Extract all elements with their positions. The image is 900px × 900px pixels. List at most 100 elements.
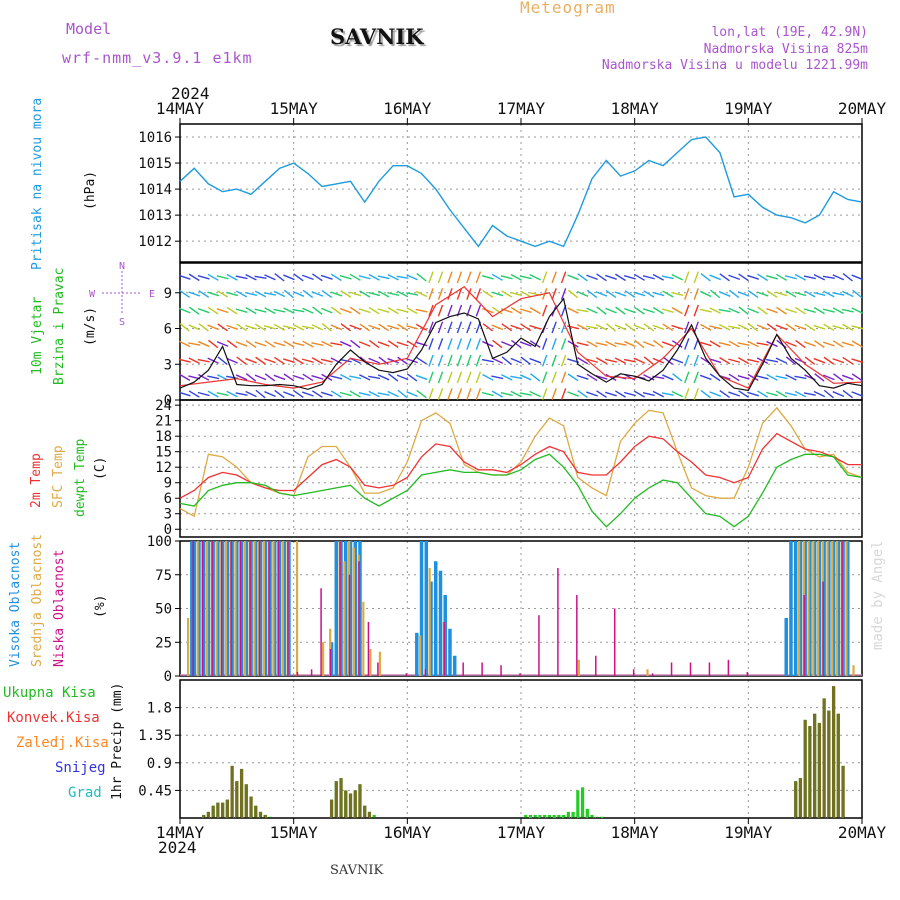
high-cloud-bar xyxy=(434,561,438,676)
wind-barb xyxy=(614,390,626,398)
wind-barb xyxy=(624,373,636,381)
wind-barb xyxy=(634,306,645,315)
wind-barb xyxy=(595,357,608,365)
wind-barb xyxy=(311,291,324,297)
wind-barb xyxy=(684,288,690,300)
low-cloud-bar xyxy=(239,541,242,676)
wind-barb xyxy=(416,273,427,282)
x-tick-label-top: 15MAY xyxy=(270,99,319,118)
wind-barb xyxy=(551,321,557,334)
wind-barb xyxy=(595,324,608,331)
wind-barb xyxy=(283,289,295,299)
wind-barb xyxy=(226,375,239,380)
wind-barb xyxy=(766,274,778,280)
wind-barb xyxy=(368,306,380,315)
wind-barb xyxy=(416,389,427,399)
wind-barb xyxy=(188,291,201,297)
wind-barb xyxy=(293,390,304,399)
wind-barb xyxy=(541,271,548,284)
wind-barb xyxy=(832,292,845,296)
wind-barb xyxy=(671,357,684,364)
wind-barb xyxy=(605,391,617,397)
wind-barb xyxy=(541,304,548,317)
wind-barb xyxy=(456,371,463,384)
wind-barb xyxy=(567,391,579,397)
y-tick-label: 9 xyxy=(164,476,172,492)
footer-label: SAVNIK xyxy=(330,863,384,878)
wind-barb xyxy=(406,274,418,281)
wind-barb xyxy=(693,371,699,384)
wind-barb xyxy=(652,291,665,297)
wind-barb xyxy=(614,273,626,282)
wind-barb xyxy=(283,307,295,314)
wind-barb xyxy=(842,290,854,298)
precip-convective-bar xyxy=(348,793,353,818)
wind-barb xyxy=(292,356,304,365)
wind-barb xyxy=(738,306,749,315)
wind-barb xyxy=(728,289,740,299)
wind-barb xyxy=(301,274,314,281)
wind-barb xyxy=(699,290,712,298)
high-cloud-bar xyxy=(263,541,267,676)
high-cloud-bar xyxy=(812,541,817,676)
wind-barb xyxy=(841,308,854,313)
high-cloud-bar xyxy=(220,541,225,676)
precip-convective-bar xyxy=(803,719,807,818)
high-cloud-bar xyxy=(282,541,286,676)
wind-barb xyxy=(785,308,797,314)
wind-barb xyxy=(245,291,258,297)
wind-barb xyxy=(447,288,453,300)
low-cloud-bar xyxy=(613,608,616,676)
wind-barb xyxy=(586,274,598,281)
wind-barb xyxy=(775,375,788,380)
low-cloud-bar xyxy=(424,669,427,676)
compass-s-label: S xyxy=(119,317,125,328)
wind-barb xyxy=(823,389,834,399)
y-tick-label: 0.9 xyxy=(147,756,172,772)
wind-barb xyxy=(822,275,835,280)
wind-gust-line xyxy=(179,286,863,389)
x-tick-label-top: 14MAY xyxy=(156,99,205,118)
wind-barb xyxy=(501,323,513,332)
wind-barb xyxy=(529,340,541,348)
wind-barb xyxy=(775,390,788,398)
wind-barb xyxy=(520,290,532,298)
compass-w-label: W xyxy=(89,289,96,300)
wind-barb xyxy=(466,271,472,284)
high-cloud-bar xyxy=(803,541,807,676)
high-cloud-bar xyxy=(846,541,850,676)
wind-barb xyxy=(330,375,343,380)
wind-barb xyxy=(320,391,333,397)
wind-barb xyxy=(466,338,472,350)
legend-freezing-rain: Zaledj.Kisa xyxy=(16,735,109,751)
wind-barb xyxy=(216,392,229,397)
precip-total-bar xyxy=(547,814,552,818)
high-cloud-bar xyxy=(329,642,334,676)
wind-barb xyxy=(652,306,664,315)
wind-barb xyxy=(447,371,453,384)
precip-convective-bar xyxy=(263,814,267,818)
wind-barb xyxy=(475,271,482,284)
wind-barb xyxy=(456,288,463,300)
wind-barb xyxy=(577,273,588,282)
wind-barb xyxy=(813,324,826,330)
wind-barb xyxy=(349,273,361,281)
low-cloud-bar xyxy=(220,541,223,676)
high-cloud-bar xyxy=(225,541,230,676)
wind-barb xyxy=(684,371,690,384)
wind-barb xyxy=(577,390,588,399)
high-cloud-bar xyxy=(339,541,343,676)
wind-barb xyxy=(349,291,362,297)
wind-barb xyxy=(368,324,381,330)
wind-barb xyxy=(662,374,674,381)
low-cloud-bar xyxy=(519,673,521,676)
wind-barb xyxy=(207,375,220,380)
legend-convective-rain: Konvek.Kisa xyxy=(7,710,100,726)
wind-barb xyxy=(368,273,380,281)
y-tick-label: 1013 xyxy=(138,208,172,224)
wind-barb xyxy=(301,391,314,397)
wind-barb xyxy=(349,324,362,331)
wind-barb xyxy=(217,290,229,298)
wind-barb xyxy=(851,340,863,348)
wind-barb xyxy=(428,271,434,284)
